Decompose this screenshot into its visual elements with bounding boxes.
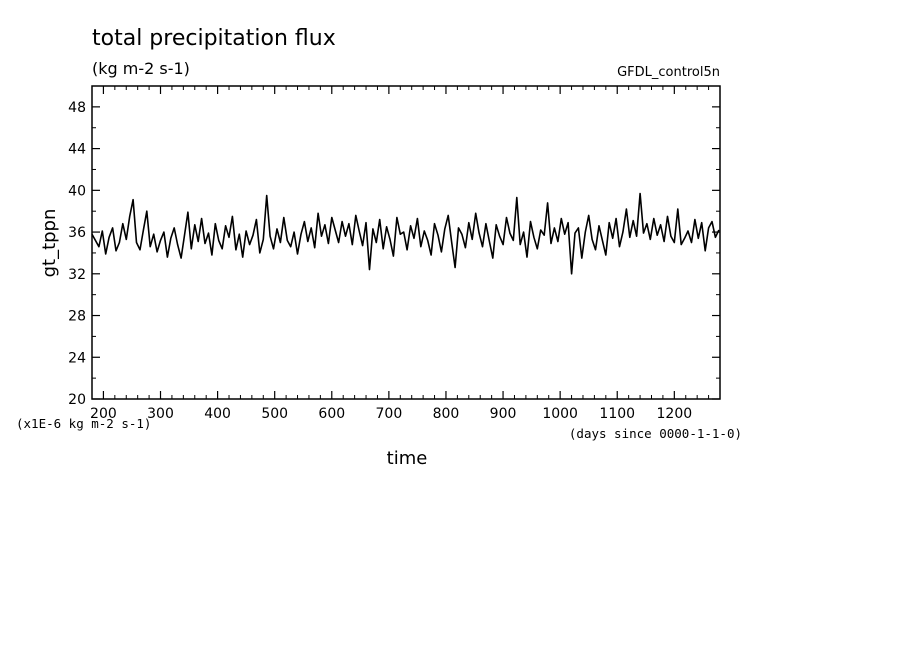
x-tick-label: 900	[490, 406, 517, 422]
x-tick-label: 1200	[657, 406, 693, 422]
chart-subtitle: (kg m-2 s-1)	[92, 59, 190, 78]
x-tick-label: 800	[433, 406, 460, 422]
dataset-label: GFDL_control5n	[617, 65, 720, 80]
series-line	[91, 192, 720, 275]
x-tick-label: 200	[90, 406, 117, 422]
x-tick-label: 1100	[599, 406, 635, 422]
x-tick-label: 600	[318, 406, 345, 422]
x-axis-label: time	[387, 448, 428, 469]
y-tick-label: 48	[68, 100, 86, 116]
x-axis: 200 300 400 500 600 700 800 900 1000 1100 1200	[90, 86, 721, 422]
x-tick-label: 300	[147, 406, 174, 422]
y-tick-label: 28	[68, 309, 86, 325]
y-tick-label: 24	[68, 350, 86, 366]
chart-title: total precipitation flux	[92, 26, 336, 51]
x-tick-label: 1000	[542, 406, 578, 422]
y-tick-label: 36	[68, 225, 86, 241]
x-tick-label: 500	[261, 406, 288, 422]
x-units-note: (days since 0000-1-1-0)	[569, 426, 742, 441]
y-axis-label: gt_tppn	[39, 209, 60, 278]
plot-frame	[91, 85, 721, 400]
y-tick-label: 20	[68, 392, 86, 408]
y-tick-label: 44	[68, 142, 86, 158]
y-tick-label: 40	[68, 183, 86, 199]
x-tick-label: 700	[376, 406, 403, 422]
x-tick-label: 400	[204, 406, 231, 422]
y-units-note: (x1E-6 kg m-2 s-1)	[16, 416, 151, 431]
y-axis: 20 24 28 32 36 40 44 48	[68, 100, 720, 408]
y-tick-label: 32	[68, 267, 86, 283]
series-group	[91, 192, 720, 275]
